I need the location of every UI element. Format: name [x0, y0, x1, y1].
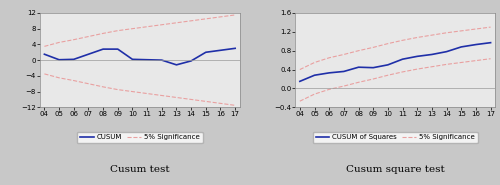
- Legend: CUSUM of Squares, 5% Significance: CUSUM of Squares, 5% Significance: [312, 132, 478, 143]
- Legend: CUSUM, 5% Significance: CUSUM, 5% Significance: [77, 132, 202, 143]
- Text: Cusum test: Cusum test: [110, 165, 170, 174]
- Text: Cusum square test: Cusum square test: [346, 165, 444, 174]
